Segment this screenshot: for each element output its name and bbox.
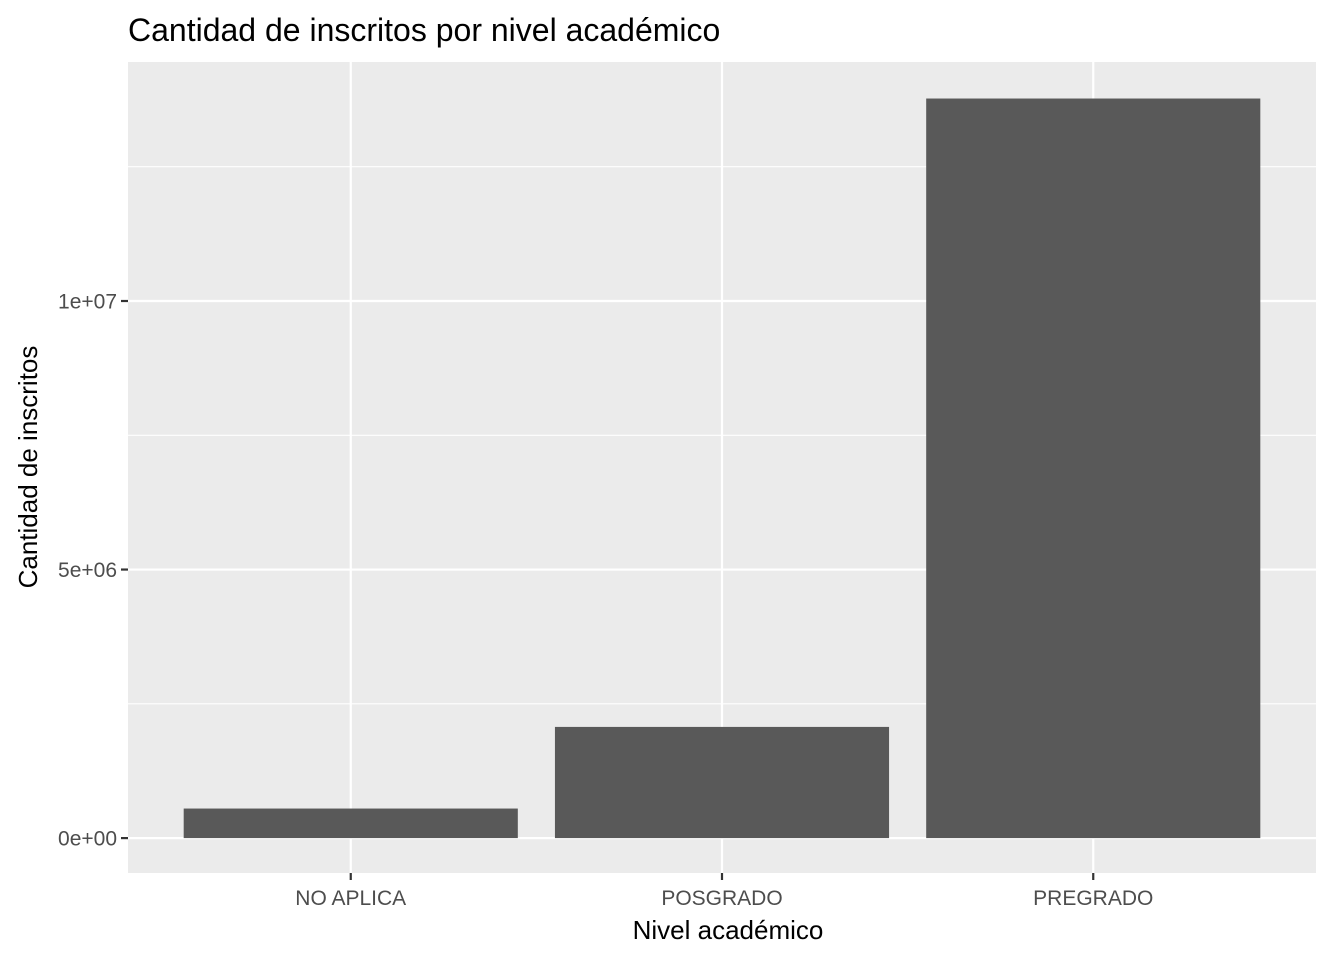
bar-pregrado <box>926 98 1261 839</box>
bar-posgrado <box>554 726 890 839</box>
x-tick-label-0: NO APLICA <box>295 887 406 910</box>
bars <box>183 98 1261 839</box>
y-axis-title: Cantidad de inscritos <box>13 346 43 589</box>
bar-no-aplica <box>183 808 518 839</box>
x-tick-label-2: PREGRADO <box>1033 887 1153 910</box>
y-tick-label-1: 5e+06 <box>58 559 117 582</box>
y-axis: 0e+00 5e+06 1e+07 <box>58 291 128 851</box>
chart-title: Cantidad de inscritos por nivel académic… <box>128 12 720 48</box>
x-axis-title: Nivel académico <box>633 915 824 945</box>
y-tick-label-0: 0e+00 <box>58 828 117 851</box>
x-axis: NO APLICA POSGRADO PREGRADO <box>295 873 1153 910</box>
x-tick-label-1: POSGRADO <box>661 887 782 910</box>
y-tick-label-2: 1e+07 <box>58 291 117 314</box>
